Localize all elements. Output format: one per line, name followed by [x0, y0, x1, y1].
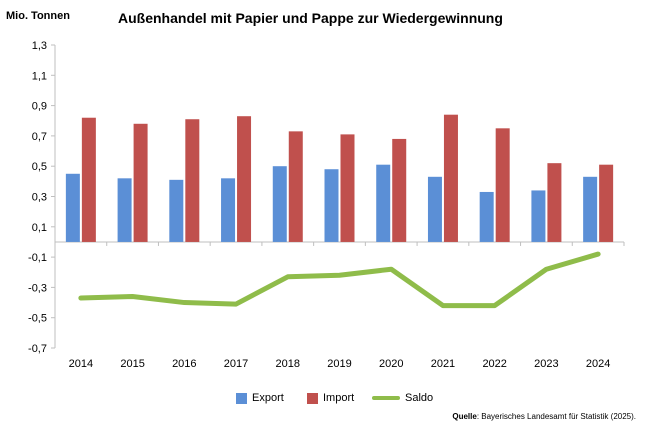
bar-import	[340, 134, 355, 242]
legend-item-import: Import	[307, 392, 354, 404]
bar-export	[65, 173, 80, 242]
chart-title: Außenhandel mit Papier und Pappe zur Wie…	[118, 10, 503, 26]
bar-export	[324, 169, 339, 242]
x-tick-label: 2024	[586, 358, 610, 370]
y-tick-label: 0,7	[32, 131, 47, 143]
x-tick-label: 2018	[276, 358, 300, 370]
bar-import	[495, 128, 510, 242]
x-tick-label: 2019	[327, 358, 351, 370]
legend-item-export: Export	[236, 392, 284, 404]
bar-import	[81, 117, 96, 242]
series-line-saldo	[78, 251, 601, 309]
bar-import	[392, 138, 407, 242]
x-tick-label: 2014	[69, 358, 93, 370]
source-text: : Bayerisches Landesamt für Statistik (2…	[476, 412, 636, 421]
bar-export	[272, 166, 287, 242]
bar-export	[583, 176, 598, 242]
source-label: Quelle	[452, 412, 477, 421]
y-tick-label: -0,1	[28, 252, 47, 264]
legend-label-saldo: Saldo	[405, 392, 434, 404]
legend-swatch-export	[236, 392, 247, 404]
bar-export	[427, 176, 442, 242]
y-tick-label: 0,3	[32, 192, 47, 204]
y-unit-label: Mio. Tonnen	[6, 10, 70, 22]
bar-import	[443, 114, 458, 242]
bar-export	[117, 178, 132, 242]
y-tick-label: 0,1	[32, 222, 47, 234]
x-tick-label: 2016	[172, 358, 196, 370]
bar-import	[185, 119, 200, 242]
legend-label-export: Export	[252, 392, 284, 404]
bar-import	[237, 116, 252, 242]
bar-import	[133, 123, 148, 242]
x-tick-label: 2017	[224, 358, 248, 370]
legend-item-saldo: Saldo	[372, 392, 433, 404]
x-tick-label: 2023	[534, 358, 558, 370]
bar-import	[547, 163, 562, 242]
y-tick-label: 0,9	[32, 101, 47, 113]
bar-export	[479, 191, 494, 242]
y-tick-label: -0,3	[28, 282, 47, 294]
legend-swatch-import	[307, 392, 318, 404]
y-tick-label: 1,1	[32, 70, 47, 82]
x-tick-label: 2015	[120, 358, 144, 370]
bar-export	[376, 164, 391, 242]
bar-export	[221, 178, 236, 242]
legend-label-import: Import	[323, 392, 355, 404]
y-tick-label: -0,5	[28, 313, 47, 325]
bar-import	[599, 164, 614, 242]
legend-swatch-saldo	[372, 396, 400, 400]
bar-import	[288, 131, 303, 242]
bar-export	[169, 179, 184, 242]
x-tick-label: 2020	[379, 358, 403, 370]
bar-export	[531, 190, 546, 242]
x-tick-label: 2022	[482, 358, 506, 370]
y-tick-label: 1,3	[32, 40, 47, 52]
x-tick-label: 2021	[431, 358, 455, 370]
y-tick-label: 0,5	[32, 161, 47, 173]
source-note: Quelle: Bayerisches Landesamt für Statis…	[452, 412, 636, 421]
y-tick-label: -0,7	[28, 343, 47, 355]
